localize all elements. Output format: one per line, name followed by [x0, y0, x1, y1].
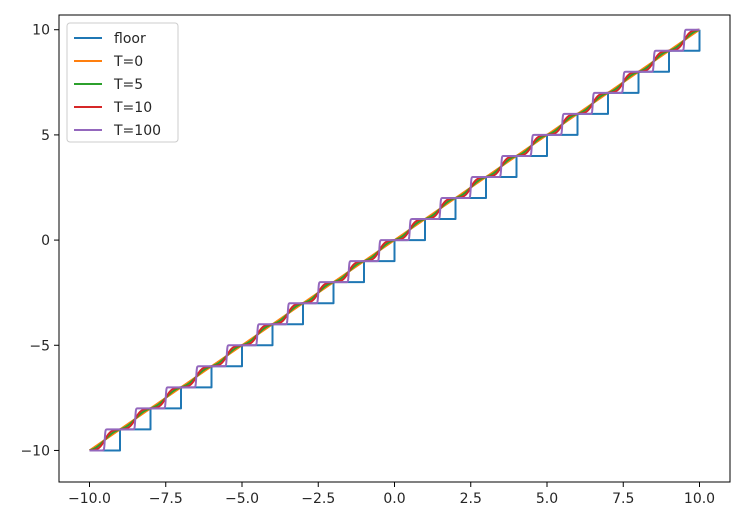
x-tick-label: −2.5	[301, 491, 335, 507]
y-tick-label: −10	[20, 443, 50, 459]
x-tick-label: 0.0	[383, 491, 405, 507]
x-tick-label: 5.0	[536, 491, 558, 507]
legend-label-1: T=0	[113, 54, 143, 70]
y-axis: −10 −5 0 5 10	[20, 23, 59, 459]
x-tick-label: 10.0	[684, 491, 715, 507]
y-tick-label: 10	[32, 23, 50, 39]
y-tick-label: 5	[41, 128, 50, 144]
y-tick-label: −5	[29, 338, 50, 354]
legend-label-4: T=100	[113, 123, 161, 139]
legend-label-2: T=5	[113, 77, 143, 93]
x-axis: −10.0 −7.5 −5.0 −2.5 0.0 2.5 5.0 7.5 10.0	[68, 482, 715, 507]
x-tick-label: 7.5	[612, 491, 634, 507]
x-tick-label: −10.0	[68, 491, 111, 507]
legend-label-3: T=10	[113, 100, 152, 116]
legend-box	[66, 22, 179, 143]
series-line-4	[88, 28, 701, 452]
x-tick-label: 2.5	[460, 491, 482, 507]
x-tick-label: −7.5	[149, 491, 183, 507]
y-tick-label: 0	[41, 233, 50, 249]
legend-label-0: floor	[114, 31, 146, 47]
x-tick-label: −5.0	[225, 491, 259, 507]
legend: floor T=0 T=5 T=10 T=100	[66, 22, 179, 143]
series-lines	[88, 28, 701, 452]
